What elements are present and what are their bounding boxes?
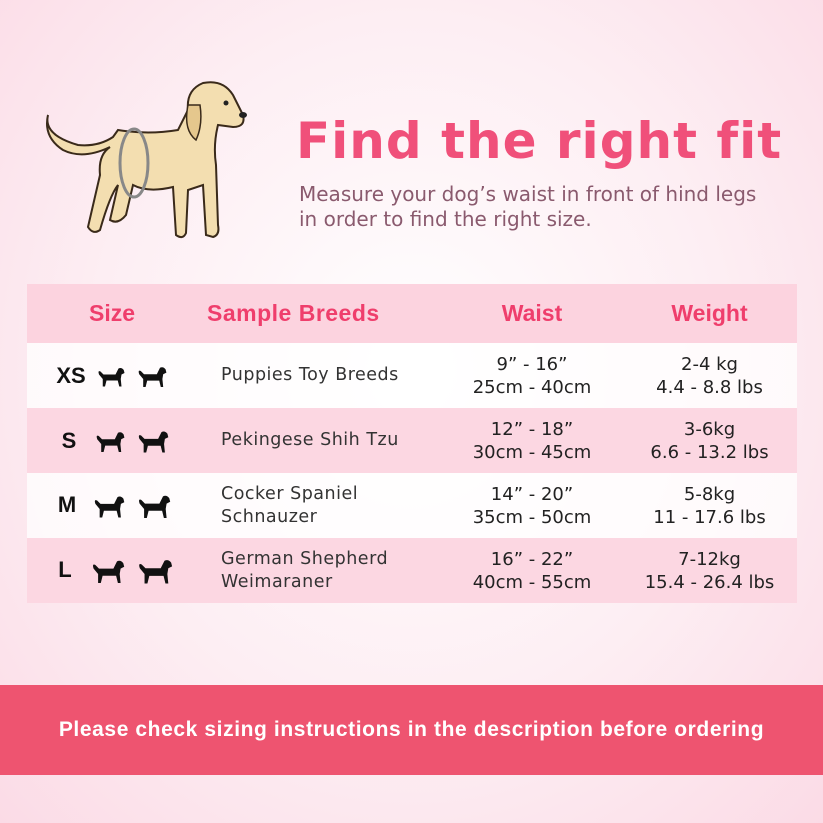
dog-silhouette-icon <box>139 495 171 519</box>
page-title: Find the right fit <box>296 112 783 170</box>
breed-name: Schnauzer <box>221 506 318 527</box>
dog-silhouette-icon <box>98 367 125 386</box>
dog-silhouette-icon <box>96 431 125 452</box>
size-cell: S <box>27 427 197 454</box>
waist-inches: 12” - 18” <box>490 418 574 440</box>
waist-cm: 40cm - 55cm <box>472 571 592 593</box>
weight-lbs: 6.6 - 13.2 lbs <box>650 441 769 463</box>
waist-cell: 9” - 16” 25cm - 40cm <box>442 353 622 399</box>
size-label: M <box>57 492 77 518</box>
table-row: XS Puppies Toy Breeds 9” - 16” 25cm - 40c… <box>27 343 797 408</box>
weight-lbs: 15.4 - 26.4 lbs <box>644 571 775 593</box>
weight-kg: 5-8kg <box>683 483 736 505</box>
weight-cell: 7-12kg 15.4 - 26.4 lbs <box>622 548 797 594</box>
header-breeds: Sample Breeds <box>207 300 380 326</box>
size-table: Size Sample Breeds Waist Weight XS Puppi… <box>27 284 797 603</box>
weight-lbs: 11 - 17.6 lbs <box>653 506 766 528</box>
table-header: Size Sample Breeds Waist Weight <box>27 284 797 343</box>
table-row: S Pekingese Shih Tzu 12” - 18” 30cm - 45c… <box>27 408 797 473</box>
breed-name: German Shepherd <box>221 548 389 569</box>
size-cell: L <box>27 555 197 585</box>
dog-silhouette-icon <box>138 431 169 453</box>
size-label: L <box>58 557 72 583</box>
sizing-notice-banner: Please check sizing instructions in the … <box>0 685 823 775</box>
weight-cell: 5-8kg 11 - 17.6 lbs <box>622 483 797 529</box>
weight-cell: 3-6kg 6.6 - 13.2 lbs <box>622 418 797 464</box>
dog-silhouette-icon <box>138 366 167 387</box>
waist-cell: 16” - 22” 40cm - 55cm <box>442 548 622 594</box>
breeds-cell: Cocker Spaniel Schnauzer <box>197 483 442 529</box>
dog-silhouette-icon <box>93 560 125 584</box>
waist-inches: 14” - 20” <box>490 483 574 505</box>
breed-name: Cocker Spaniel <box>221 483 359 504</box>
waist-inches: 9” - 16” <box>496 353 568 375</box>
dog-illustration <box>46 81 247 239</box>
waist-cell: 12” - 18” 30cm - 45cm <box>442 418 622 464</box>
breeds-cell: Pekingese Shih Tzu <box>197 429 442 452</box>
waist-cm: 30cm - 45cm <box>472 441 592 463</box>
weight-cell: 2-4 kg 4.4 - 8.8 lbs <box>622 353 797 399</box>
size-cell: XS <box>27 363 197 389</box>
table-row: L German Shepherd Weimaraner 16” - 22” 40c… <box>27 538 797 603</box>
header-waist: Waist <box>501 300 563 326</box>
breeds-cell: Puppies Toy Breeds <box>197 364 442 387</box>
header-size: Size <box>88 300 136 326</box>
table-row: M Cocker Spaniel Schnauzer 14” - 20” 35cm … <box>27 473 797 538</box>
breed-name: Weimaraner <box>221 571 333 592</box>
size-label: S <box>61 427 77 453</box>
size-label: XS <box>56 362 86 388</box>
size-cell: M <box>27 491 197 520</box>
header-weight: Weight <box>671 300 748 326</box>
weight-kg: 7-12kg <box>678 548 741 570</box>
weight-kg: 2-4 kg <box>681 353 738 375</box>
dog-silhouette-icon <box>139 560 173 584</box>
waist-cm: 35cm - 50cm <box>472 506 592 528</box>
weight-kg: 3-6kg <box>683 418 736 440</box>
waist-inches: 16” - 22” <box>490 548 574 570</box>
weight-lbs: 4.4 - 8.8 lbs <box>656 376 763 398</box>
breed-name: Puppies Toy Breeds <box>221 365 399 385</box>
breed-name: Pekingese Shih Tzu <box>221 430 399 450</box>
waist-cell: 14” - 20” 35cm - 50cm <box>442 483 622 529</box>
dog-silhouette-icon <box>94 496 125 518</box>
breeds-cell: German Shepherd Weimaraner <box>197 548 442 594</box>
page-subtitle: Measure your dog’s waist in front of hin… <box>299 182 757 231</box>
waist-cm: 25cm - 40cm <box>472 376 592 398</box>
